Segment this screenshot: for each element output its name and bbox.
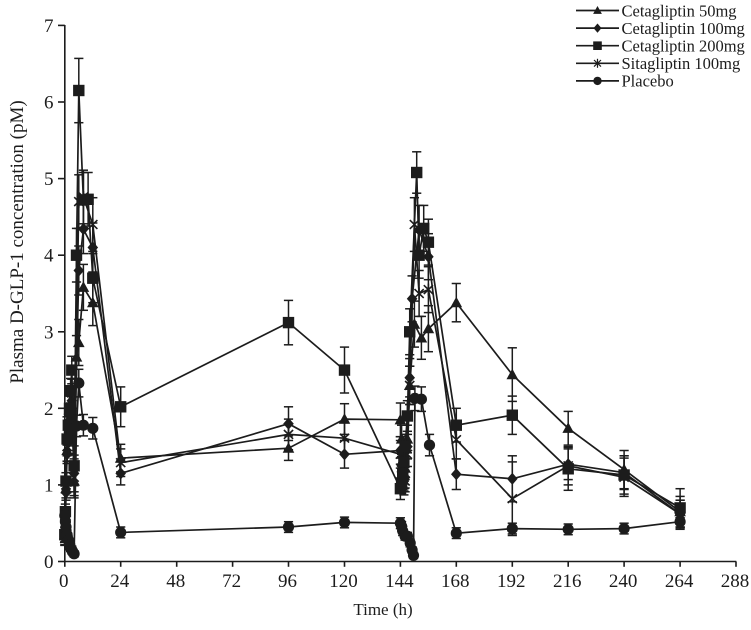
svg-text:Cetagliptin 200mg: Cetagliptin 200mg — [622, 37, 745, 56]
svg-text:240: 240 — [609, 571, 638, 592]
svg-text:Cetagliptin 50mg: Cetagliptin 50mg — [622, 1, 737, 20]
svg-text:216: 216 — [553, 571, 582, 592]
svg-text:5: 5 — [44, 169, 54, 190]
svg-text:7: 7 — [44, 16, 54, 37]
svg-text:288: 288 — [721, 571, 750, 592]
svg-text:48: 48 — [166, 571, 185, 592]
svg-text:6: 6 — [44, 93, 54, 114]
svg-text:0: 0 — [59, 571, 69, 592]
svg-text:Cetagliptin 100mg: Cetagliptin 100mg — [622, 19, 745, 38]
svg-text:Sitagliptin 100mg: Sitagliptin 100mg — [622, 54, 741, 73]
svg-text:72: 72 — [222, 571, 241, 592]
svg-text:192: 192 — [497, 571, 526, 592]
svg-text:168: 168 — [441, 571, 470, 592]
svg-text:4: 4 — [44, 246, 54, 267]
svg-text:0: 0 — [44, 552, 54, 573]
svg-text:Plasma D-GLP-1 concentration (: Plasma D-GLP-1 concentration (pM) — [7, 100, 28, 383]
svg-text:2: 2 — [44, 399, 54, 420]
svg-text:24: 24 — [110, 571, 130, 592]
svg-text:120: 120 — [329, 571, 358, 592]
svg-text:144: 144 — [385, 571, 414, 592]
svg-text:1: 1 — [44, 475, 54, 496]
svg-text:96: 96 — [278, 571, 297, 592]
svg-text:Time (h): Time (h) — [353, 600, 412, 619]
svg-text:264: 264 — [665, 571, 694, 592]
svg-text:3: 3 — [44, 322, 54, 343]
svg-text:Placebo: Placebo — [622, 72, 674, 91]
